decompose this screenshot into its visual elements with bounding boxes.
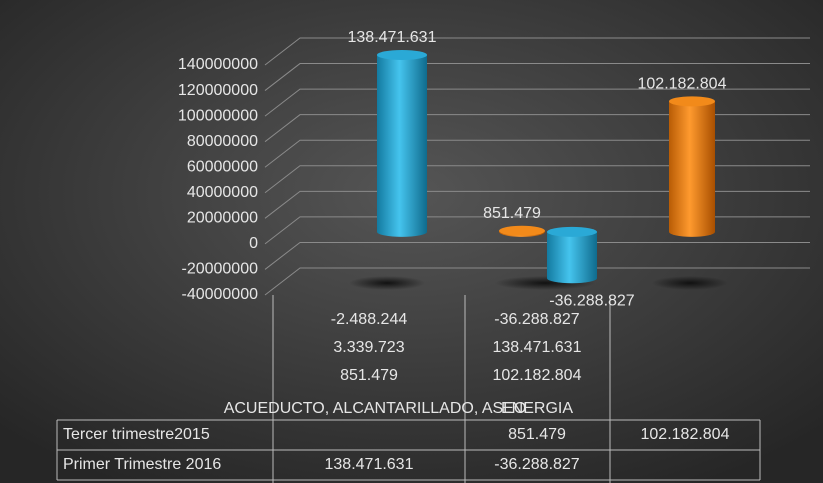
bar <box>547 231 597 279</box>
grid-line <box>264 88 810 117</box>
data-label: 851.479 <box>483 205 541 222</box>
table-cell: -36.288.827 <box>494 456 580 473</box>
grid-line <box>264 63 810 91</box>
y-tick-label: 40000000 <box>187 184 258 201</box>
grid-line <box>264 190 810 219</box>
category-label: ACUEDUCTO, ALCANTARILLADO, ASEO <box>224 400 527 417</box>
y-tick-label: 60000000 <box>187 158 258 175</box>
table-cell: 102.182.804 <box>641 426 730 443</box>
bar-top <box>377 49 427 60</box>
data-label: -36.288.827 <box>549 292 635 309</box>
data-label: 138.471.631 <box>348 29 437 46</box>
table-lines <box>56 295 761 483</box>
grid-line <box>264 165 810 194</box>
bar <box>669 101 715 232</box>
shadow <box>349 276 425 290</box>
category-label: 3.339.723 <box>333 339 404 356</box>
category-label: 851.479 <box>340 367 398 384</box>
grid-line <box>264 216 810 245</box>
bar <box>377 54 427 232</box>
bar-top <box>669 96 715 107</box>
category-label: -2.488.244 <box>331 311 408 328</box>
y-tick-label: 140000000 <box>178 56 258 73</box>
legend-label: Primer Trimestre 2016 <box>63 456 221 473</box>
grid-line <box>264 37 810 66</box>
y-tick-label: 120000000 <box>178 82 258 99</box>
grid-line <box>264 139 810 168</box>
table-cell: 851.479 <box>508 426 566 443</box>
bar-base <box>377 226 427 237</box>
y-tick-label: 0 <box>249 235 258 252</box>
table-cell: 138.471.631 <box>325 456 414 473</box>
y-tick-label: 80000000 <box>187 133 258 150</box>
bar-top <box>499 225 545 236</box>
category-label: 138.471.631 <box>493 339 582 356</box>
grid-line <box>264 114 810 143</box>
grid-line <box>264 267 810 296</box>
y-tick-label: 20000000 <box>187 210 258 227</box>
bar-top <box>547 226 597 237</box>
legend-label: Tercer trimestre2015 <box>63 426 210 443</box>
grid-line <box>264 241 810 270</box>
category-label: -36.288.827 <box>494 311 580 328</box>
bar-base <box>547 273 597 284</box>
category-label: 102.182.804 <box>493 367 582 384</box>
y-tick-label: -20000000 <box>181 261 258 278</box>
data-label: 102.182.804 <box>638 76 727 93</box>
y-tick-label: -40000000 <box>181 286 258 303</box>
category-label: ENERGIA <box>501 400 573 417</box>
bar-base <box>669 226 715 237</box>
shadow <box>652 276 728 290</box>
y-tick-label: 100000000 <box>178 107 258 124</box>
